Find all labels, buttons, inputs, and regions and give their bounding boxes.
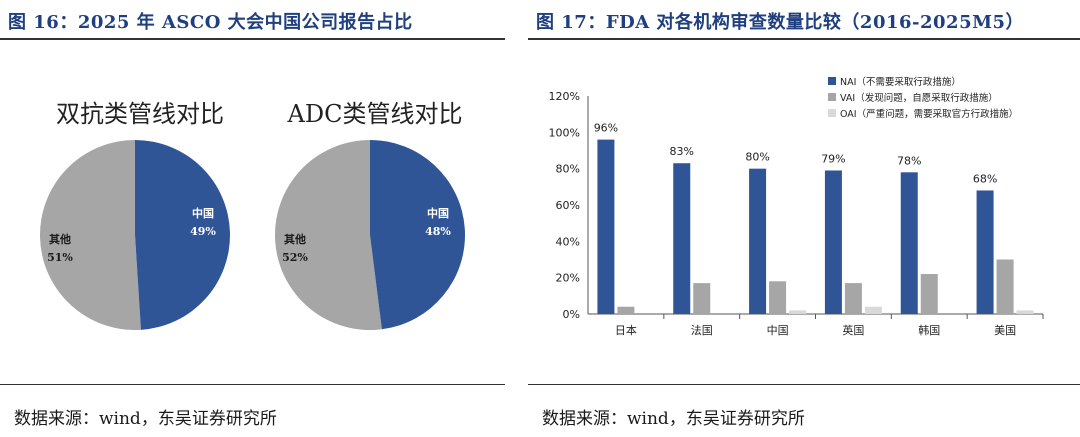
pie-value-other-2: 52%: [282, 251, 308, 264]
pie-slice-china-1: [135, 140, 231, 330]
bar-vai: [844, 283, 862, 314]
right-bottom-rule: [528, 384, 1080, 385]
legend-label: VAI（发现问题，自愿采取行政措施）: [840, 92, 998, 104]
y-tick-label: 60%: [556, 199, 580, 212]
x-tick-label: 韩国: [918, 323, 940, 337]
bar-nai: [749, 168, 767, 314]
y-tick-label: 80%: [556, 163, 580, 176]
bar-nai: [976, 190, 994, 314]
x-tick-label: 中国: [767, 324, 789, 337]
bar-oai: [1016, 310, 1034, 314]
x-tick-label: 美国: [994, 324, 1016, 337]
left-top-rule: [0, 38, 505, 40]
bar-vai: [996, 259, 1014, 314]
y-tick-label: 20%: [556, 272, 580, 285]
bar-vai: [769, 281, 787, 314]
pie-label-china-2: 中国: [427, 206, 449, 220]
x-tick-label: 英国: [842, 323, 864, 337]
y-tick-label: 100%: [549, 126, 580, 139]
legend-swatch: [828, 93, 836, 101]
legend-label: OAI（严重问题，需要采取官方行政措施）: [840, 108, 1018, 120]
bar-oai: [864, 306, 882, 314]
y-tick-label: 40%: [556, 235, 580, 248]
legend-swatch: [828, 109, 836, 117]
pie-title-2: ADC类管线对比: [287, 100, 463, 128]
pie-label-other-1: 其他: [49, 232, 71, 246]
bar-nai: [900, 172, 918, 314]
right-top-rule: [528, 38, 1080, 40]
pie-slice-other-2: [275, 140, 382, 330]
pie-slice-other-1: [40, 140, 141, 330]
bar-data-label: 78%: [897, 154, 921, 167]
legend-label: NAI（不需要采取行政措施）: [840, 76, 961, 88]
left-bottom-rule: [0, 384, 505, 385]
pie-value-china-2: 48%: [425, 225, 451, 238]
y-tick-label: 120%: [549, 90, 580, 103]
bar-data-label: 83%: [670, 145, 694, 158]
pie-slice-china-2: [370, 140, 466, 330]
legend-swatch: [828, 77, 836, 85]
bar-vai: [920, 274, 938, 314]
left-data-source: 数据来源：wind，东吴证券研究所: [14, 409, 277, 429]
x-tick-label: 日本: [615, 323, 637, 337]
bar-nai: [597, 139, 615, 314]
y-tick-label: 0%: [563, 308, 580, 321]
left-figure-panel: 图 16：2025 年 ASCO 大会中国公司报告占比 双抗类管线对比中国 49%…: [0, 0, 505, 437]
x-tick-label: 法国: [691, 323, 713, 337]
pie-value-china-1: 49%: [190, 225, 216, 238]
bar-nai: [824, 170, 842, 314]
bar-data-label: 96%: [594, 122, 618, 135]
left-figure-title: 图 16：2025 年 ASCO 大会中国公司报告占比: [8, 12, 413, 33]
right-figure-title: 图 17：FDA 对各机构审查数量比较（2016-2025M5）: [536, 12, 1025, 33]
pie-label-china-1: 中国: [192, 206, 214, 220]
pie-label-other-2: 其他: [284, 232, 306, 246]
pie-title-1: 双抗类管线对比: [56, 100, 224, 128]
right-figure-panel: 图 17：FDA 对各机构审查数量比较（2016-2025M5） 0% 20% 40…: [528, 0, 1080, 437]
bar-chart: 0% 20% 40% 60% 80% 100% 120% 96% 日本 83% 法国 80% 中国 79%…: [549, 76, 1044, 337]
bar-data-label: 80%: [745, 151, 769, 164]
bar-nai: [673, 163, 691, 314]
right-data-source: 数据来源：wind，东吴证券研究所: [542, 409, 805, 429]
bar-oai: [789, 310, 807, 314]
bar-vai: [693, 283, 711, 314]
bar-data-label: 79%: [821, 152, 845, 165]
bar-data-label: 68%: [973, 172, 997, 185]
pie-value-other-1: 51%: [47, 251, 73, 264]
bar-vai: [617, 306, 635, 314]
